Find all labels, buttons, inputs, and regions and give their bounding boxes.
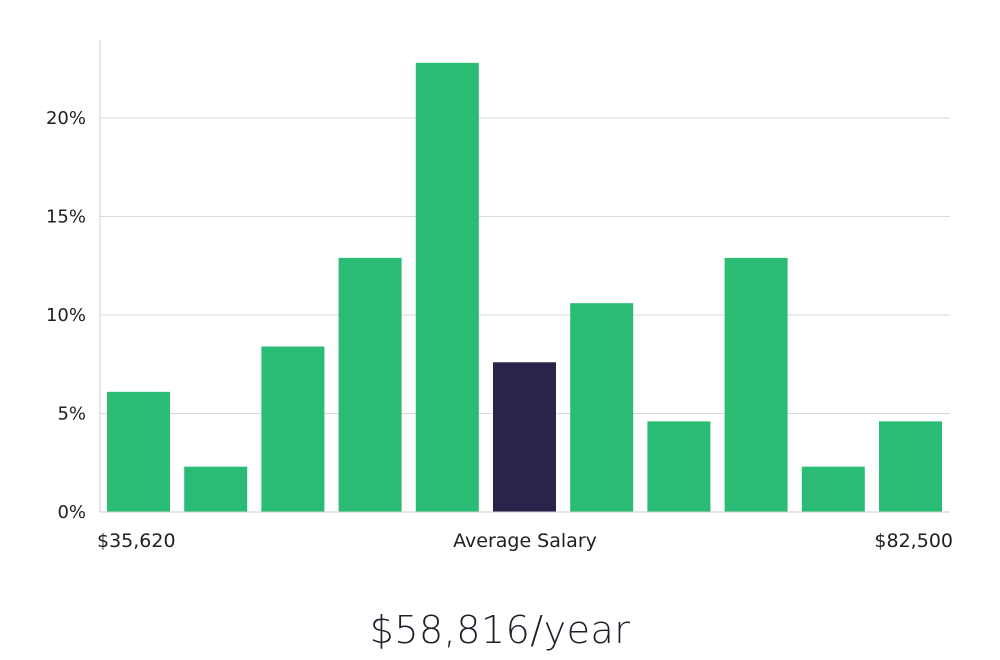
bars (107, 62, 942, 513)
y-tick-label: 20% (46, 108, 86, 129)
bar (184, 466, 248, 512)
x-label-min: $35,620 (97, 530, 176, 552)
bar (647, 421, 711, 512)
bar (801, 466, 865, 512)
x-label-average: Average Salary (453, 530, 597, 552)
bar (261, 346, 325, 512)
y-tick-label: 0% (57, 502, 86, 523)
bar-average-highlight (493, 362, 556, 512)
y-axis-ticks: 0% 5% 10% 15% 20% (46, 108, 86, 523)
average-salary-value: $58,816/year (369, 608, 631, 652)
bar (338, 257, 402, 512)
bar (415, 62, 479, 513)
bar (724, 257, 788, 512)
y-tick-label: 15% (46, 207, 86, 228)
bar (107, 391, 170, 512)
bar (570, 303, 634, 512)
salary-histogram: 0% 5% 10% 15% 20% $35,620 Average Salary $82… (46, 40, 953, 552)
bar (879, 421, 942, 512)
x-label-max: $82,500 (874, 530, 953, 552)
y-tick-label: 10% (46, 305, 86, 326)
y-tick-label: 5% (57, 404, 86, 425)
